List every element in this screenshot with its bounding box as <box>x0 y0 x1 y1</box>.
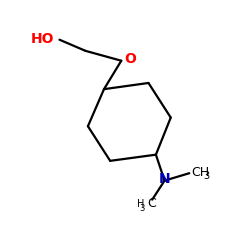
Text: 3: 3 <box>140 204 145 212</box>
Text: C: C <box>147 197 156 210</box>
Text: 3: 3 <box>203 171 209 181</box>
Text: N: N <box>159 172 170 186</box>
Text: CH: CH <box>192 166 210 179</box>
Text: H: H <box>138 198 145 208</box>
Text: HO: HO <box>31 32 54 46</box>
Text: O: O <box>124 52 136 66</box>
